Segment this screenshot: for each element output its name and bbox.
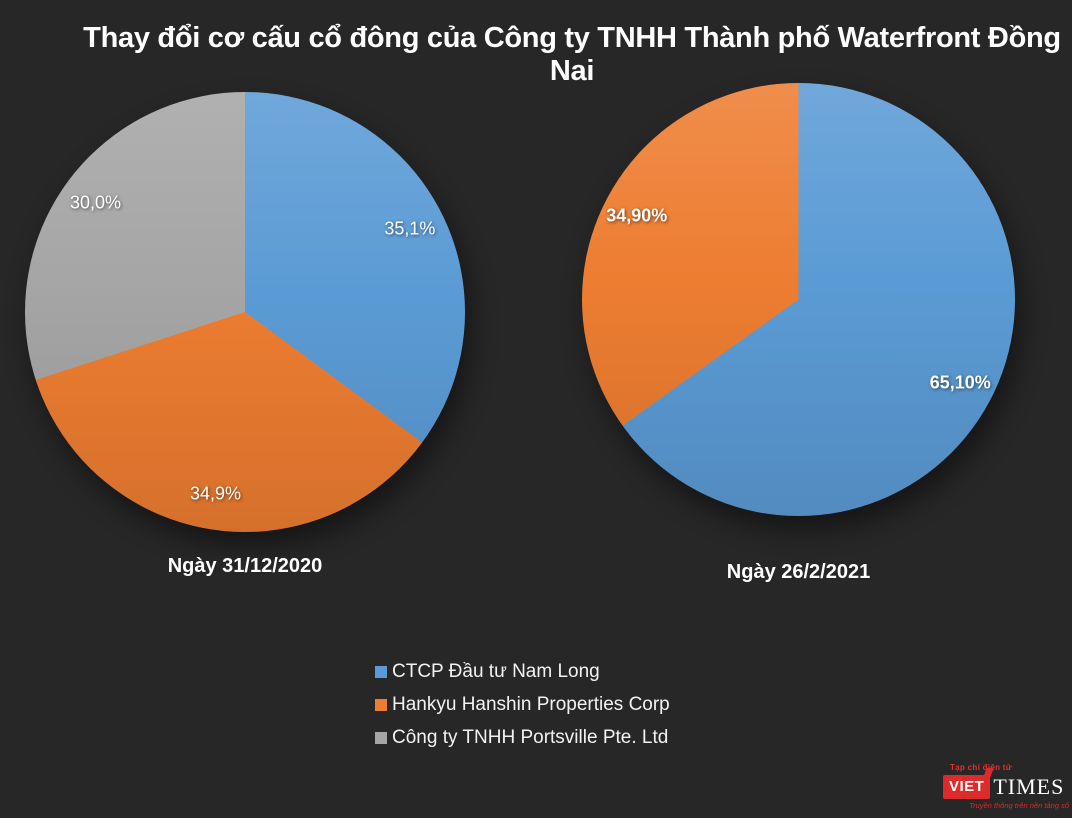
pie-caption-2020: Ngày 31/12/2020 <box>167 555 323 577</box>
chart-title: Thay đổi cơ cấu cổ đông của Công ty TNHH… <box>83 22 1061 87</box>
logo-tagline-top: Tạp chí điện tử <box>950 763 1012 772</box>
legend-swatch-orange-icon <box>375 699 387 711</box>
pie-slice-label: 35,1% <box>384 218 436 239</box>
pie-slice-label: 34,90% <box>606 205 668 226</box>
pie-slice-label: 30,0% <box>69 192 122 213</box>
logo-viet-box: VIET <box>943 775 991 799</box>
logo-times-text: TIMES <box>993 774 1065 799</box>
legend-item-portsville: Công ty TNHH Portsville Pte. Ltd <box>375 727 670 749</box>
logo-tagline-bottom: Truyền thông trên nền tảng số <box>969 801 1069 810</box>
legend-label: CTCP Đầu tư Nam Long <box>392 661 600 682</box>
legend-label: Hankyu Hanshin Properties Corp <box>392 694 670 715</box>
pie-caption-2021: Ngày 26/2/2021 <box>726 561 871 583</box>
legend: CTCP Đầu tư Nam Long Hankyu Hanshin Prop… <box>375 661 670 760</box>
legend-label: Công ty TNHH Portsville Pte. Ltd <box>392 727 669 748</box>
viettimes-logo: Tạp chí điện tử VIET TIMES Truyền thông … <box>943 763 1069 810</box>
pie-slice-label: 65,10% <box>929 372 991 393</box>
legend-item-hankyu-hanshin: Hankyu Hanshin Properties Corp <box>375 694 670 716</box>
legend-swatch-blue-icon <box>375 666 387 678</box>
logo-brand-row: VIET TIMES <box>943 774 1069 800</box>
legend-swatch-gray-icon <box>375 732 387 744</box>
pie-chart-2020: 35,1% 34,9% 30,0% <box>25 92 465 532</box>
pie-slice-label: 34,9% <box>189 483 242 504</box>
pie-chart-2021: 65,10% 34,90% <box>582 83 1015 516</box>
legend-item-nam-long: CTCP Đầu tư Nam Long <box>375 661 670 683</box>
